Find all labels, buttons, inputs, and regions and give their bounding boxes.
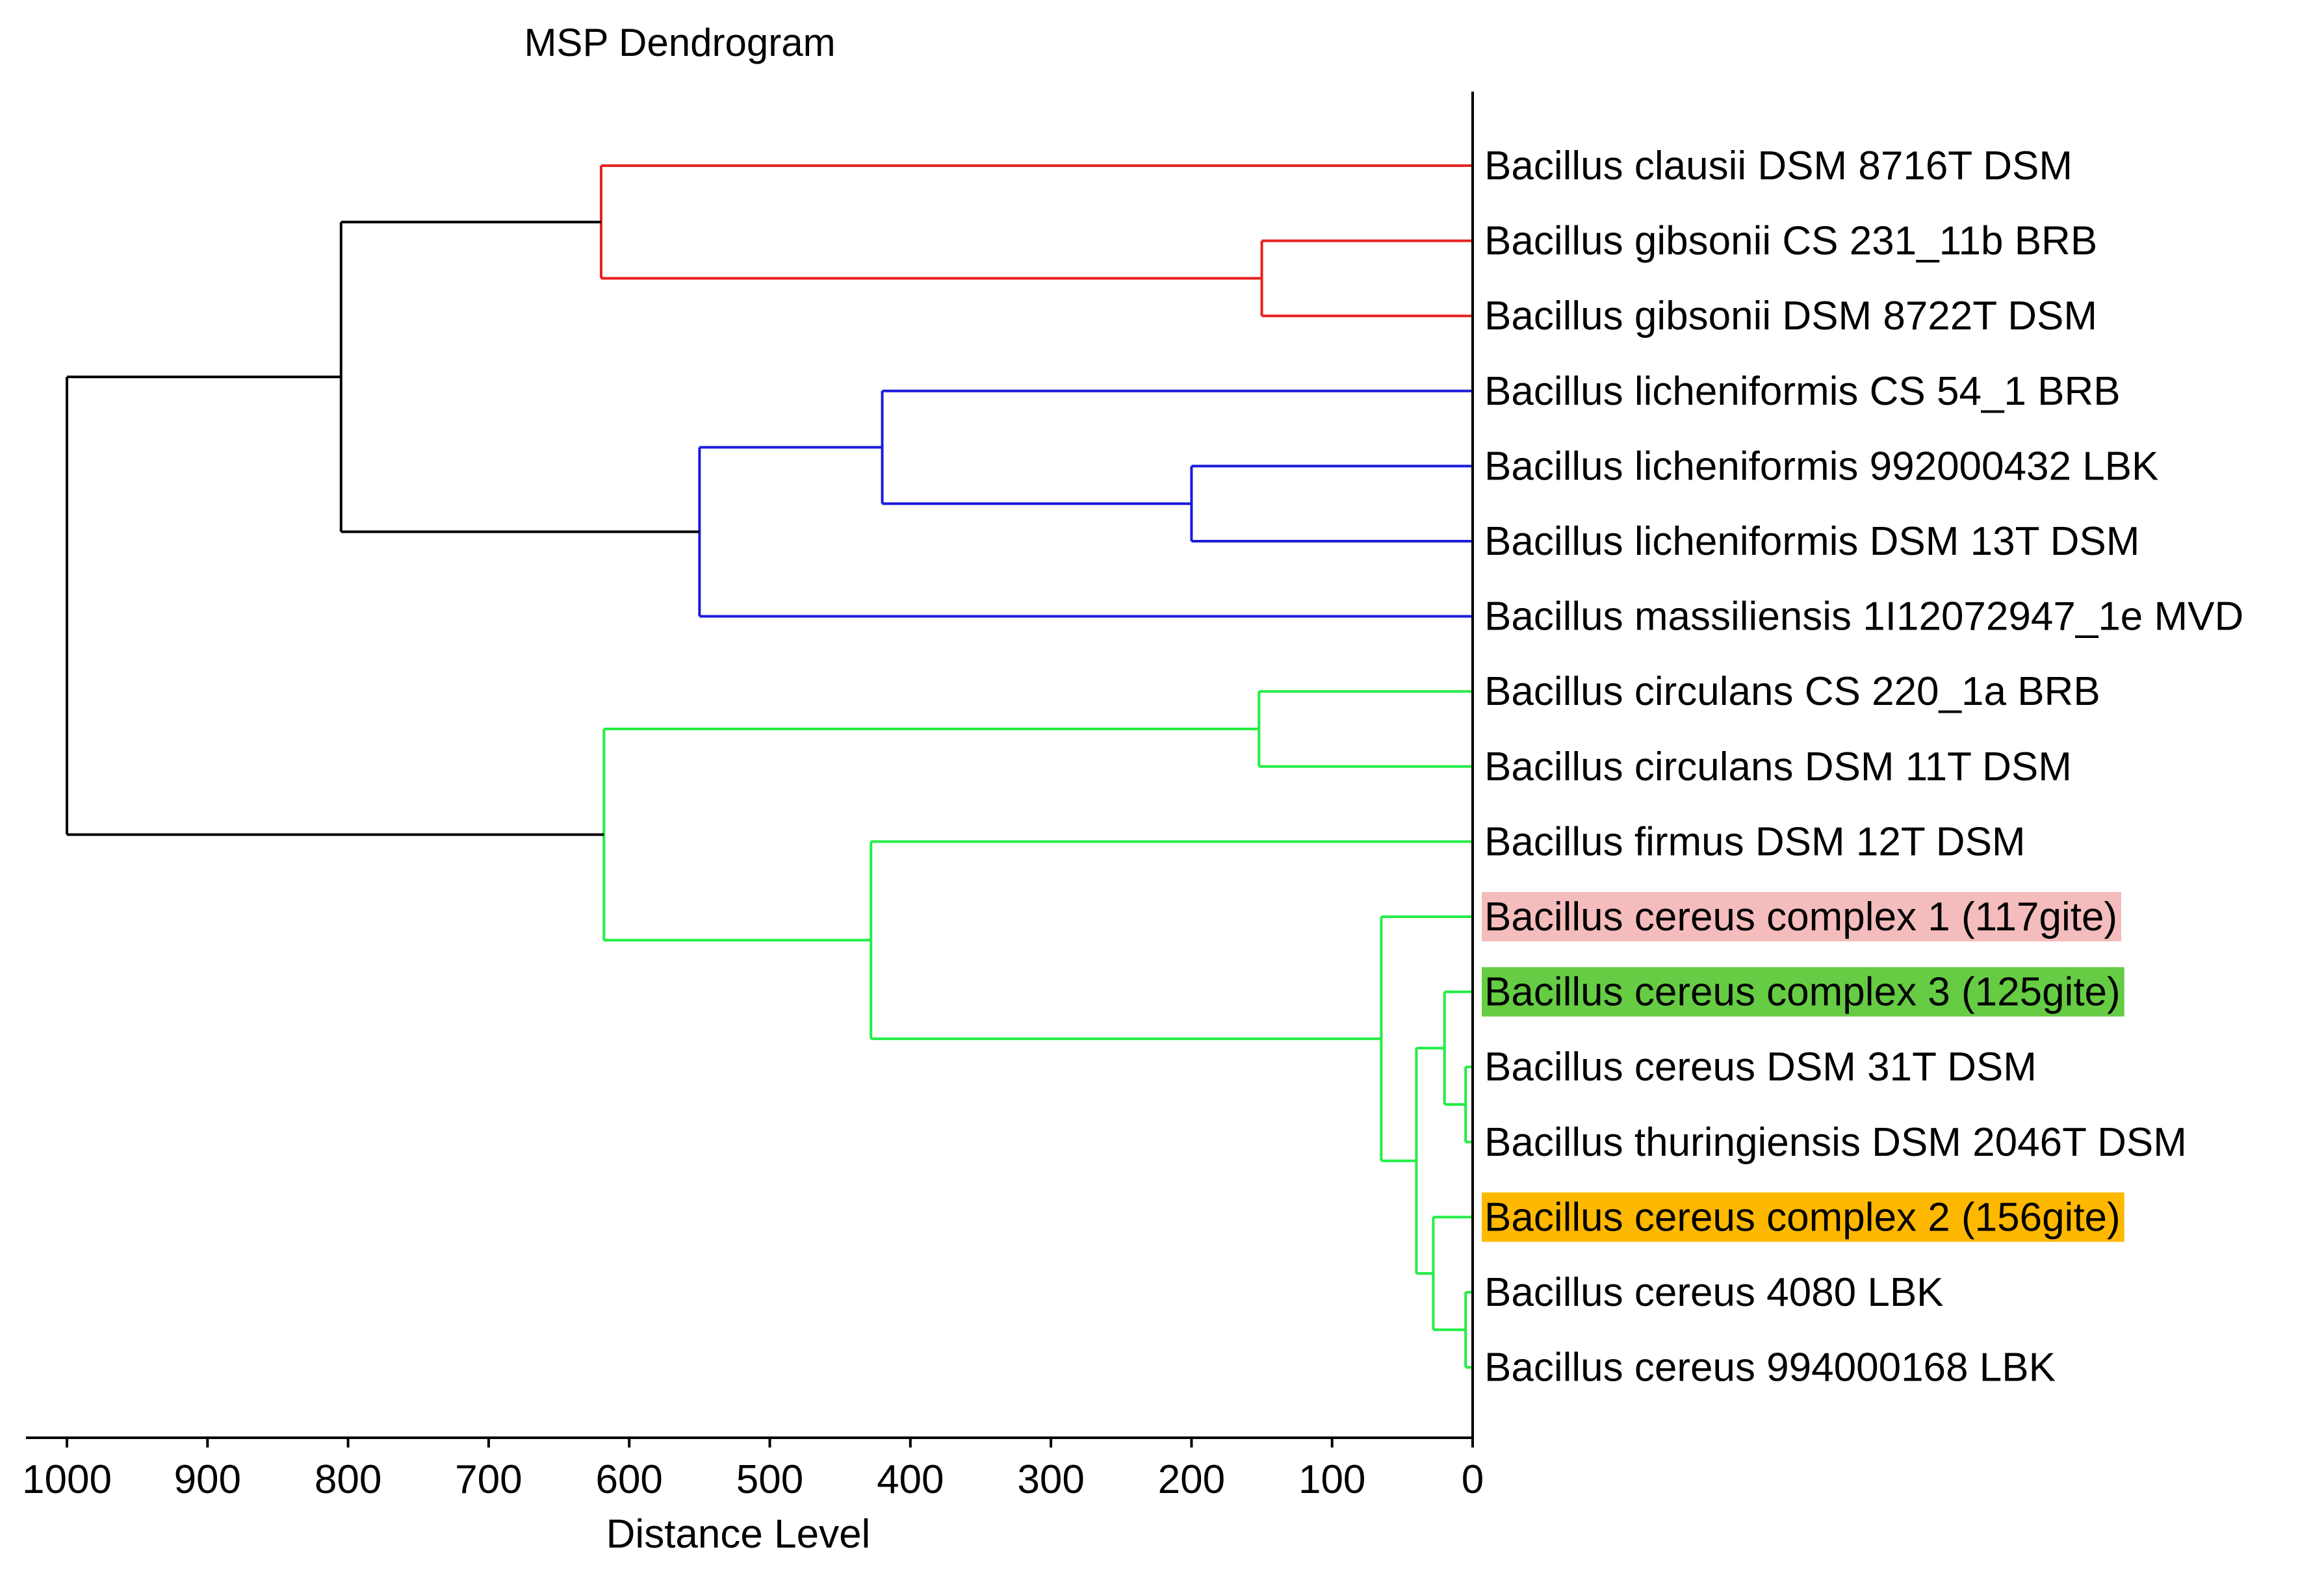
leaf-label: Bacillus circulans DSM 11T DSM: [1484, 745, 2072, 789]
leaf-highlight-11: [1482, 967, 2124, 1017]
chart-title: MSP Dendrogram: [524, 21, 835, 64]
x-tick-label: 100: [1298, 1457, 1365, 1502]
leaf-highlight-14: [1482, 1192, 2124, 1242]
x-tick-label: 0: [1462, 1457, 1484, 1502]
x-axis-label: Distance Level: [606, 1512, 871, 1557]
leaf-label: Bacillus cereus complex 1 (117gite): [1484, 895, 2117, 939]
x-tick-label: 700: [455, 1457, 522, 1502]
x-tick-label: 1000: [22, 1457, 112, 1502]
x-tick-label: 800: [315, 1457, 381, 1502]
x-axis-ticks: 1000 900 800 700 600 500 400 300 200 100 0: [22, 1438, 1484, 1502]
leaf-label: Bacillus thuringiensis DSM 2046T DSM: [1484, 1120, 2187, 1165]
dendrogram-branches: [66, 164, 1473, 1369]
leaf-label: Bacillus cereus 994000168 LBK: [1484, 1346, 2056, 1390]
x-tick-label: 900: [174, 1457, 241, 1502]
leaf-label: Bacillus firmus DSM 12T DSM: [1484, 819, 2026, 864]
leaf-highlight-10: [1482, 892, 2122, 941]
leaf-label: Bacillus massiliensis 1I12072947_1e MVD: [1484, 594, 2243, 639]
leaf-label: Bacillus cereus DSM 31T DSM: [1484, 1045, 2037, 1090]
x-tick-label: 200: [1158, 1457, 1225, 1502]
leaf-label: Bacillus gibsonii DSM 8722T DSM: [1484, 294, 2097, 338]
x-tick-label: 300: [1017, 1457, 1084, 1502]
leaf-labels: Bacillus clausii DSM 8716T DSM Bacillus g…: [1482, 144, 2243, 1390]
x-tick-label: 500: [736, 1457, 803, 1502]
leaf-label: Bacillus cereus 4080 LBK: [1484, 1270, 1944, 1315]
x-tick-label: 400: [877, 1457, 944, 1502]
leaf-label: Bacillus cereus complex 2 (156gite): [1484, 1195, 2121, 1240]
leaf-label: Bacillus cereus complex 3 (125gite): [1484, 970, 2121, 1015]
x-tick-label: 600: [595, 1457, 662, 1502]
leaf-label: Bacillus licheniformis DSM 13T DSM: [1484, 519, 2139, 564]
leaf-label: Bacillus licheniformis CS 54_1 BRB: [1484, 369, 2121, 414]
leaf-label: Bacillus clausii DSM 8716T DSM: [1484, 144, 2072, 188]
leaf-label: Bacillus circulans CS 220_1a BRB: [1484, 669, 2100, 714]
leaf-label: Bacillus licheniformis 992000432 LBK: [1484, 444, 2158, 489]
leaf-label: Bacillus gibsonii CS 231_11b BRB: [1484, 219, 2097, 264]
